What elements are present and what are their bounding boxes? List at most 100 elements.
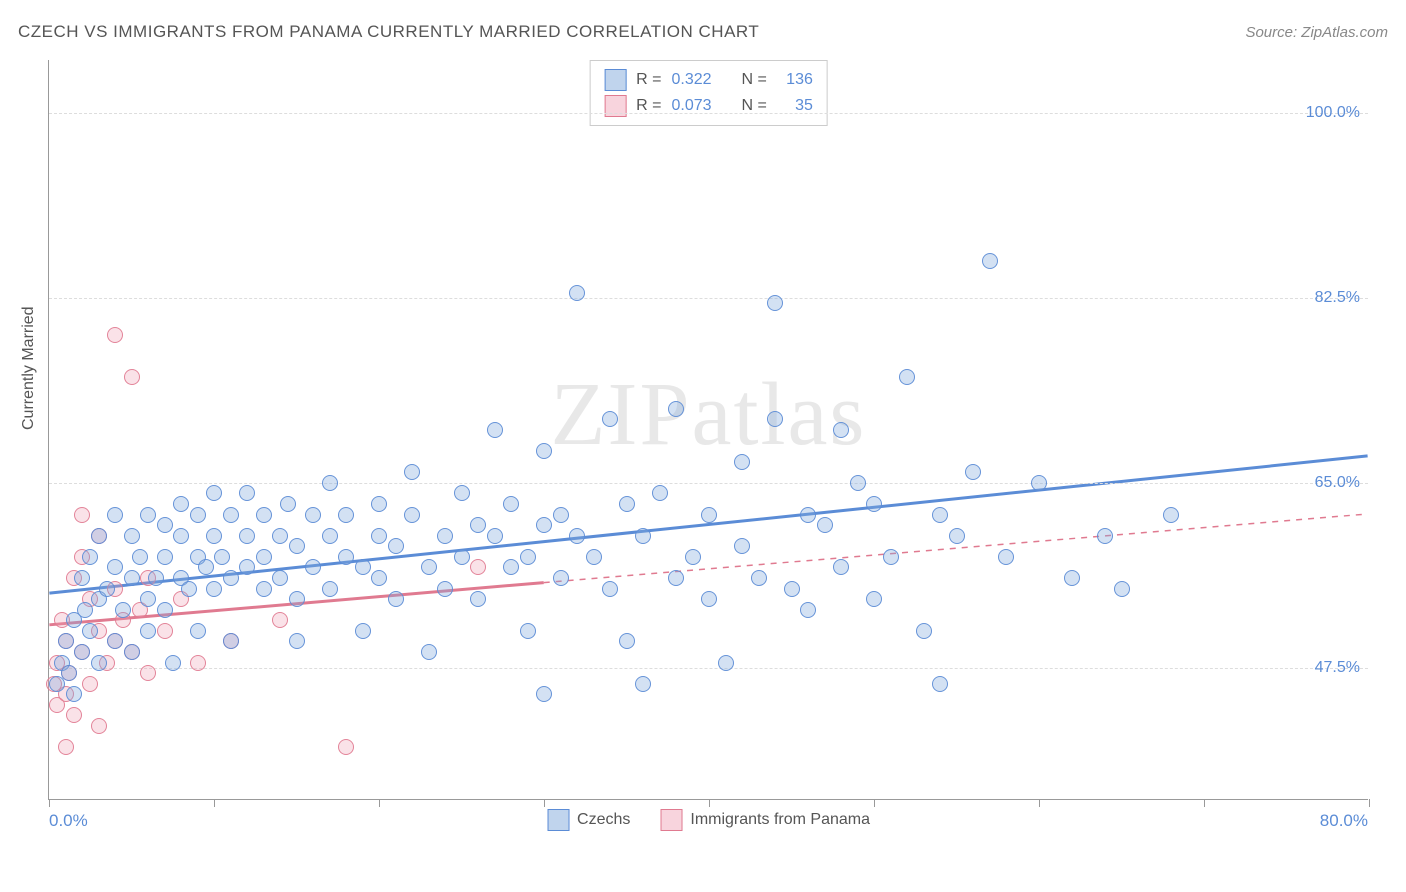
data-point — [454, 485, 470, 501]
data-point — [767, 411, 783, 427]
data-point — [833, 422, 849, 438]
gridline — [49, 668, 1368, 669]
data-point — [132, 549, 148, 565]
data-point — [91, 528, 107, 544]
data-point — [256, 549, 272, 565]
data-point — [223, 507, 239, 523]
source-text: Source: ZipAtlas.com — [1245, 24, 1388, 41]
data-point — [74, 507, 90, 523]
data-point — [190, 507, 206, 523]
data-point — [619, 496, 635, 512]
data-point — [602, 581, 618, 597]
data-point — [734, 454, 750, 470]
data-point — [388, 538, 404, 554]
data-point — [520, 549, 536, 565]
data-point — [949, 528, 965, 544]
data-point — [668, 401, 684, 417]
data-point — [1114, 581, 1130, 597]
data-point — [206, 581, 222, 597]
data-point — [487, 422, 503, 438]
y-tick-label: 100.0% — [1306, 104, 1360, 122]
data-point — [734, 538, 750, 554]
data-point — [115, 602, 131, 618]
data-point — [652, 485, 668, 501]
data-point — [239, 528, 255, 544]
data-point — [635, 676, 651, 692]
data-point — [800, 507, 816, 523]
data-point — [91, 718, 107, 734]
data-point — [437, 581, 453, 597]
n-value: 136 — [777, 71, 813, 89]
data-point — [619, 633, 635, 649]
data-point — [82, 623, 98, 639]
y-tick-label: 82.5% — [1315, 289, 1360, 307]
data-point — [800, 602, 816, 618]
data-point — [421, 559, 437, 575]
data-point — [58, 633, 74, 649]
data-point — [371, 570, 387, 586]
x-axis-max-label: 80.0% — [1320, 811, 1368, 831]
data-point — [214, 549, 230, 565]
data-point — [305, 559, 321, 575]
data-point — [124, 570, 140, 586]
data-point — [701, 591, 717, 607]
data-point — [322, 581, 338, 597]
data-point — [107, 507, 123, 523]
data-point — [157, 517, 173, 533]
data-point — [107, 633, 123, 649]
data-point — [157, 549, 173, 565]
data-point — [388, 591, 404, 607]
data-point — [157, 602, 173, 618]
data-point — [140, 507, 156, 523]
legend-stat-row: R = 0.322 N = 136 — [604, 67, 813, 93]
data-point — [982, 253, 998, 269]
data-point — [272, 528, 288, 544]
legend-swatch — [660, 809, 682, 831]
data-point — [91, 655, 107, 671]
data-point — [668, 570, 684, 586]
data-point — [256, 507, 272, 523]
data-point — [470, 591, 486, 607]
data-point — [198, 559, 214, 575]
data-point — [124, 369, 140, 385]
data-point — [437, 528, 453, 544]
data-point — [371, 528, 387, 544]
data-point — [206, 528, 222, 544]
data-point — [998, 549, 1014, 565]
x-tick — [1369, 799, 1370, 807]
legend-item: Czechs — [547, 809, 630, 831]
data-point — [866, 591, 882, 607]
data-point — [223, 633, 239, 649]
data-point — [932, 676, 948, 692]
data-point — [685, 549, 701, 565]
data-point — [74, 570, 90, 586]
data-point — [338, 739, 354, 755]
data-point — [280, 496, 296, 512]
x-tick — [1204, 799, 1205, 807]
data-point — [1163, 507, 1179, 523]
data-point — [899, 369, 915, 385]
data-point — [256, 581, 272, 597]
r-value: 0.322 — [671, 71, 711, 89]
data-point — [140, 623, 156, 639]
x-tick — [214, 799, 215, 807]
trend-lines — [49, 60, 1368, 799]
data-point — [751, 570, 767, 586]
data-point — [206, 485, 222, 501]
legend-label: Czechs — [577, 811, 630, 829]
data-point — [124, 528, 140, 544]
data-point — [124, 644, 140, 660]
legend-swatch — [547, 809, 569, 831]
data-point — [239, 559, 255, 575]
data-point — [503, 496, 519, 512]
data-point — [536, 517, 552, 533]
data-point — [322, 528, 338, 544]
data-point — [66, 686, 82, 702]
data-point — [569, 285, 585, 301]
data-point — [61, 665, 77, 681]
data-point — [74, 644, 90, 660]
data-point — [1097, 528, 1113, 544]
data-point — [503, 559, 519, 575]
data-point — [157, 623, 173, 639]
x-tick — [379, 799, 380, 807]
